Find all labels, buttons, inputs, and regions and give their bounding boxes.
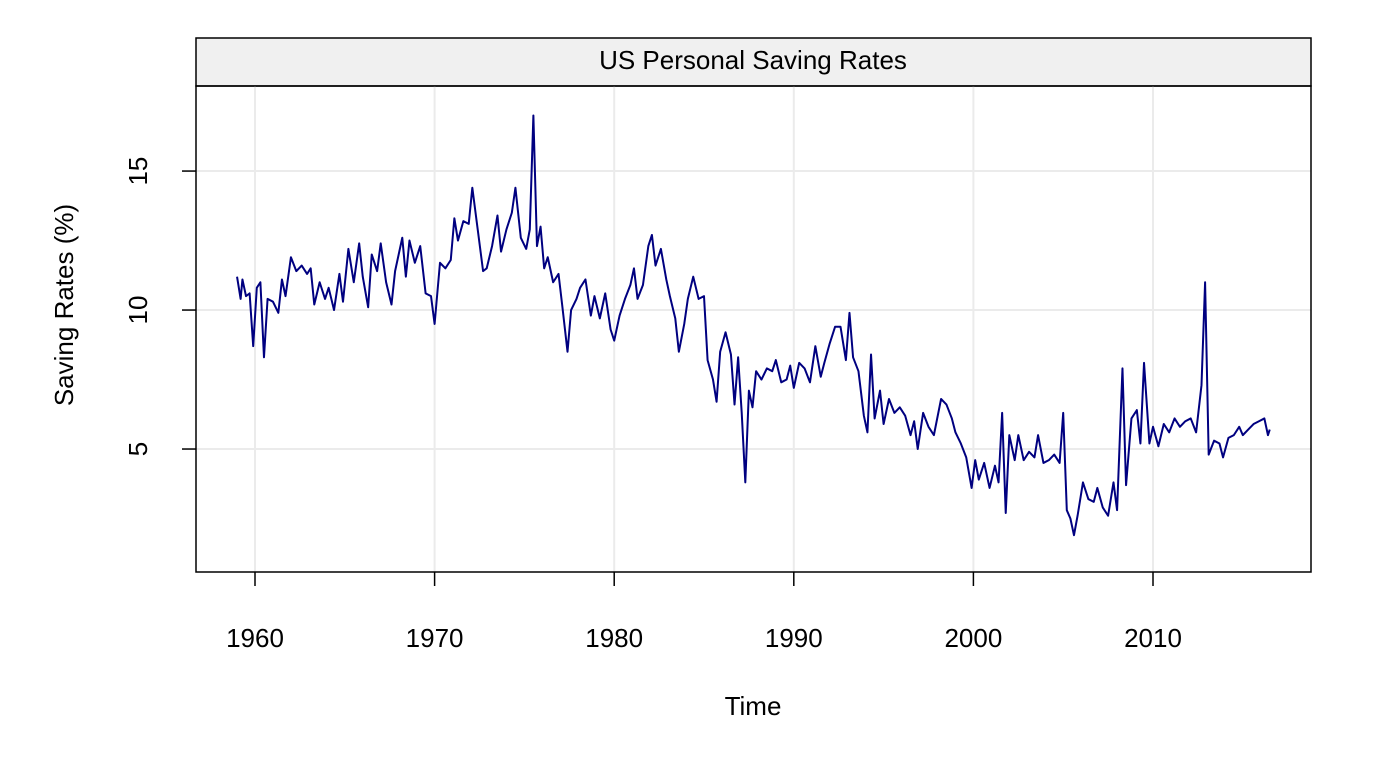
- y-tick-label: 5: [123, 442, 153, 456]
- x-tick-label: 1960: [226, 623, 284, 653]
- x-tick-label: 1970: [406, 623, 464, 653]
- x-tick-label: 1980: [585, 623, 643, 653]
- x-tick-label: 2000: [944, 623, 1002, 653]
- y-axis-label: Saving Rates (%): [49, 204, 79, 406]
- y-tick-label: 15: [123, 157, 153, 186]
- x-tick-label: 2010: [1124, 623, 1182, 653]
- x-tick-label: 1990: [765, 623, 823, 653]
- x-axis-label: Time: [725, 691, 782, 721]
- chart-title: US Personal Saving Rates: [599, 45, 907, 75]
- y-tick-label: 10: [123, 296, 153, 325]
- data-line: [236, 114, 1271, 537]
- title-strip: [195, 37, 1312, 87]
- plot-border: [195, 85, 1312, 573]
